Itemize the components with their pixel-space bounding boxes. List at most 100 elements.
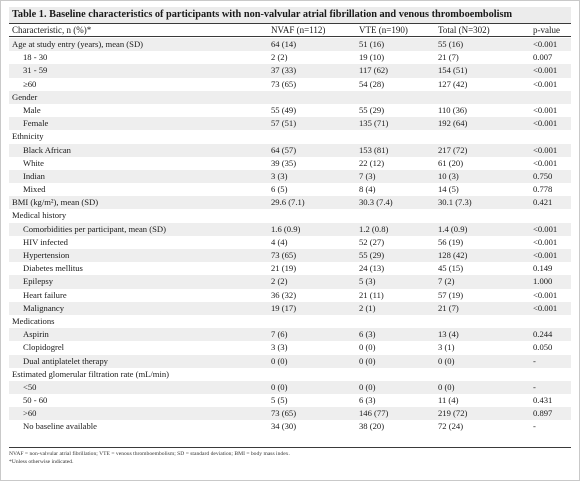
row-label: Hypertension — [23, 250, 70, 260]
nvaf-cell: 64 (14) — [271, 39, 297, 49]
table-row: Female 57 (51) 135 (71) 192 (64) <0.001 — [9, 117, 571, 131]
row-label: HIV infected — [23, 236, 68, 247]
total-cell: 14 (5) — [438, 184, 459, 195]
vte-cell: 51 (16) — [359, 39, 385, 49]
nvaf-cell: 73 (65) — [271, 78, 297, 89]
p-value-cell: - — [533, 381, 536, 392]
p-value-cell: <0.001 — [533, 236, 558, 247]
table-body: Age at study entry (years), mean (SD) 64 … — [9, 38, 571, 434]
row-label: Heart failure — [23, 289, 67, 300]
nvaf-cell: 4 (4) — [271, 236, 288, 247]
p-value-cell: <0.001 — [533, 302, 558, 313]
vte-cell: 7 (3) — [359, 170, 376, 181]
table-header-row: Characteristic, n (%)* NVAF (n=112) VTE … — [9, 23, 571, 37]
total-cell: 128 (42) — [438, 250, 468, 260]
vte-cell: 8 (4) — [359, 184, 376, 195]
p-value-cell: 0.149 — [533, 263, 553, 274]
total-cell: 61 (20) — [438, 157, 464, 168]
total-cell: 219 (72) — [438, 408, 468, 419]
p-value-cell: - — [533, 421, 536, 432]
row-label: 50 - 60 — [23, 395, 48, 406]
table-row: Male 55 (49) 55 (29) 110 (36) <0.001 — [9, 104, 571, 117]
header-characteristic: Characteristic, n (%)* — [12, 25, 92, 35]
row-label: 31 - 59 — [23, 65, 48, 76]
total-cell: 72 (24) — [438, 421, 464, 432]
vte-cell: 5 (3) — [359, 276, 376, 287]
table-row: Aspirin 7 (6) 6 (3) 13 (4) 0.244 — [9, 328, 571, 342]
total-cell: 57 (19) — [438, 289, 464, 300]
table-title: Table 1. Baseline characteristics of par… — [9, 7, 571, 23]
table-row: <50 0 (0) 0 (0) 0 (0) - — [9, 380, 571, 395]
table-row: Gender — [9, 90, 571, 104]
table-row: Mixed 6 (5) 8 (4) 14 (5) 0.778 — [9, 183, 571, 196]
header-nvaf: NVAF (n=112) — [271, 25, 326, 35]
row-label: Black African — [23, 144, 71, 155]
vte-cell: 52 (27) — [359, 236, 385, 247]
table-row: Clopidogrel 3 (3) 0 (0) 3 (1) 0.050 — [9, 341, 571, 354]
row-label: <50 — [23, 381, 37, 392]
table-row: HIV infected 4 (4) 52 (27) 56 (19) <0.001 — [9, 236, 571, 249]
nvaf-cell: 6 (5) — [271, 184, 288, 195]
p-value-cell: <0.001 — [533, 144, 558, 155]
table-row: Ethnicity — [9, 130, 571, 143]
vte-cell: 30.3 (7.4) — [359, 197, 393, 208]
p-value-cell: 0.778 — [533, 184, 553, 195]
nvaf-cell: 2 (2) — [271, 52, 288, 63]
nvaf-cell: 64 (57) — [271, 144, 297, 155]
p-value-cell: <0.001 — [533, 250, 558, 260]
vte-cell: 19 (10) — [359, 52, 385, 63]
nvaf-cell: 0 (0) — [271, 355, 288, 366]
row-label: Gender — [12, 91, 38, 102]
vte-cell: 55 (29) — [359, 250, 385, 260]
footnote-asterisk: *Unless otherwise indicated. — [9, 459, 74, 465]
p-value-cell: 1.000 — [533, 276, 553, 287]
header-vte: VTE (n=190) — [359, 25, 408, 35]
p-value-cell: - — [533, 355, 536, 366]
vte-cell: 38 (20) — [359, 421, 385, 432]
nvaf-cell: 37 (33) — [271, 65, 297, 76]
row-label: ≥60 — [23, 78, 37, 89]
row-label: BMI (kg/m²), mean (SD) — [12, 197, 99, 208]
table-row: Diabetes mellitus 21 (19) 24 (13) 45 (15) 0.… — [9, 262, 571, 275]
table-row: Epilepsy 2 (2) 5 (3) 7 (2) 1.000 — [9, 275, 571, 289]
nvaf-cell: 55 (49) — [271, 104, 297, 115]
footnote-abbreviations: NVAF = non-valvular atrial fibrillation;… — [9, 451, 290, 457]
vte-cell: 153 (81) — [359, 144, 389, 155]
p-value-cell: 0.421 — [533, 197, 553, 208]
total-cell: 11 (4) — [438, 395, 459, 406]
nvaf-cell: 19 (17) — [271, 302, 297, 313]
row-label: No baseline available — [23, 421, 97, 432]
row-label: Aspirin — [23, 329, 49, 340]
nvaf-cell: 2 (2) — [271, 276, 288, 287]
total-cell: 21 (7) — [438, 52, 459, 63]
vte-cell: 6 (3) — [359, 329, 376, 340]
p-value-cell: 0.050 — [533, 342, 553, 353]
total-cell: 127 (42) — [438, 78, 468, 89]
total-cell: 154 (51) — [438, 65, 468, 76]
total-cell: 30.1 (7.3) — [438, 197, 472, 208]
table-row: No baseline available 34 (30) 38 (20) 72 (2… — [9, 420, 571, 433]
total-cell: 10 (3) — [438, 170, 459, 181]
table-row: Dual antiplatelet therapy 0 (0) 0 (0) 0 (0)… — [9, 354, 571, 368]
nvaf-cell: 21 (19) — [271, 263, 297, 274]
row-label: Comorbidities per participant, mean (SD) — [23, 223, 166, 234]
total-cell: 1.4 (0.9) — [438, 223, 468, 234]
p-value-cell: 0.431 — [533, 395, 553, 406]
row-label: Diabetes mellitus — [23, 263, 83, 274]
nvaf-cell: 29.6 (7.1) — [271, 197, 305, 208]
table-row: Comorbidities per participant, mean (SD)… — [9, 222, 571, 236]
table-row: Estimated glomerular filtration rate (mL… — [9, 368, 571, 381]
row-label: White — [23, 157, 44, 168]
table-row: Indian 3 (3) 7 (3) 10 (3) 0.750 — [9, 169, 571, 184]
total-cell: 110 (36) — [438, 104, 468, 115]
table-row: Medications — [9, 315, 571, 328]
table-row: Age at study entry (years), mean (SD) 64 … — [9, 38, 571, 52]
table-row: 18 - 30 2 (2) 19 (10) 21 (7) 0.007 — [9, 51, 571, 64]
vte-cell: 24 (13) — [359, 263, 385, 274]
p-value-cell: <0.001 — [533, 118, 558, 129]
vte-cell: 1.2 (0.8) — [359, 223, 389, 234]
nvaf-cell: 7 (6) — [271, 329, 288, 340]
total-cell: 3 (1) — [438, 342, 455, 353]
p-value-cell: 0.897 — [533, 408, 553, 419]
table-footnotes: NVAF = non-valvular atrial fibrillation;… — [9, 450, 571, 466]
